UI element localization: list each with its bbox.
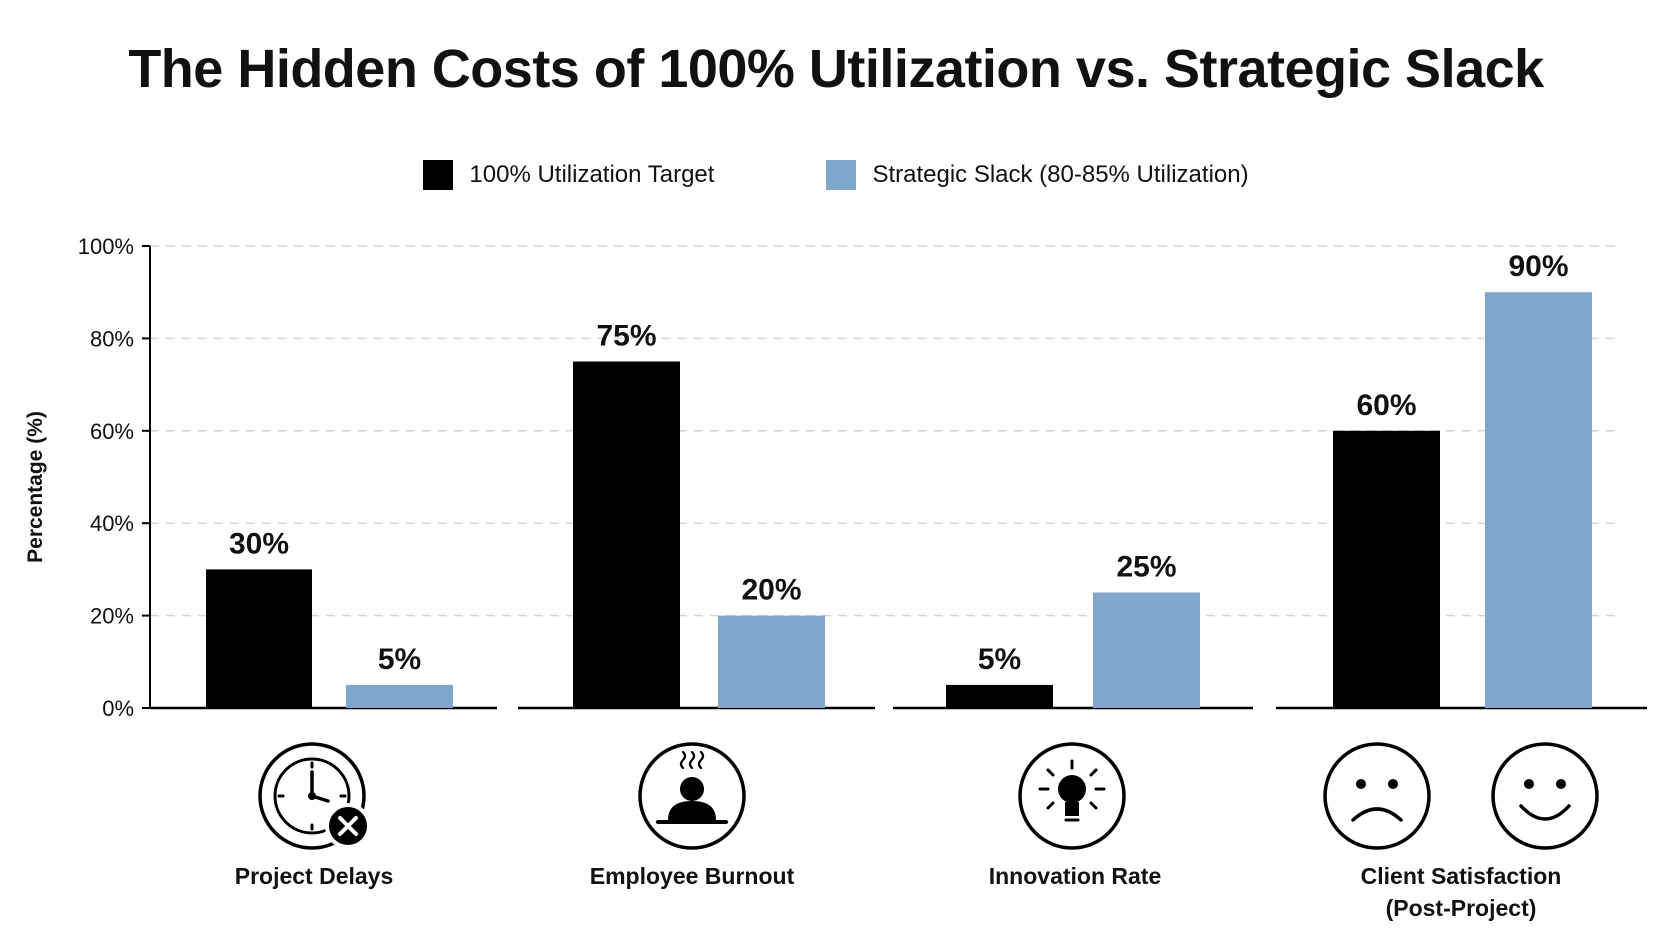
data-label: 90% — [1508, 250, 1568, 283]
category-icons — [258, 742, 1599, 850]
data-label: 60% — [1356, 389, 1416, 422]
bar-utilization — [206, 569, 312, 708]
chart-title: The Hidden Costs of 100% Utilization vs.… — [128, 39, 1544, 99]
category-label-line: (Post-Project) — [1385, 895, 1537, 921]
legend-swatch-utilization — [423, 160, 454, 190]
data-label: 75% — [596, 320, 656, 353]
category-label-line: Innovation Rate — [988, 863, 1162, 889]
smiley-face-icon — [1491, 742, 1599, 850]
y-tick-label: 0% — [102, 696, 134, 721]
legend-item-slack: Strategic Slack (80-85% Utilization) — [826, 160, 1249, 190]
lightbulb-icon — [1018, 742, 1126, 850]
data-label: 30% — [229, 527, 289, 560]
burnout-person-icon — [638, 742, 746, 850]
category-label-line: Employee Burnout — [589, 863, 795, 889]
bar-slack — [718, 615, 825, 708]
data-label: 20% — [741, 574, 801, 607]
bar-slack — [1093, 592, 1200, 708]
data-label: 25% — [1116, 551, 1176, 584]
bar-slack — [346, 684, 453, 708]
data-label: 5% — [978, 643, 1021, 676]
y-axis-label: Percentage (%) — [24, 411, 47, 563]
bar-slack — [1485, 292, 1592, 708]
y-tick-label: 80% — [90, 326, 134, 351]
gridlines — [150, 245, 1622, 617]
sad-face-icon — [1323, 742, 1431, 850]
category-label-line: Project Delays — [234, 863, 394, 889]
category-label-line: Client Satisfaction — [1360, 863, 1562, 889]
category-label: Innovation Rate — [915, 860, 1235, 892]
y-tick-label: 40% — [90, 511, 134, 536]
legend-swatch-slack — [826, 160, 857, 190]
y-tick-label: 100% — [78, 234, 134, 259]
bar-utilization — [946, 684, 1053, 708]
category-label: Employee Burnout — [532, 860, 852, 892]
legend-label-utilization: 100% Utilization Target — [469, 161, 715, 188]
bars — [206, 292, 1592, 708]
y-tick-label: 20% — [90, 604, 134, 629]
legend-item-utilization: 100% Utilization Target — [423, 160, 714, 190]
data-labels: 30% 75% 5% 60% 5% 20% 25% 90% — [229, 250, 1569, 676]
legend: 100% Utilization Target Strategic Slack … — [0, 160, 1672, 190]
bar-utilization — [573, 361, 680, 708]
category-label: Project Delays — [154, 860, 474, 892]
legend-label-slack: Strategic Slack (80-85% Utilization) — [872, 161, 1249, 188]
data-label: 5% — [378, 643, 421, 676]
y-tick-label: 60% — [90, 419, 134, 444]
bar-utilization — [1333, 430, 1440, 708]
category-label: Client Satisfaction (Post-Project) — [1301, 860, 1621, 924]
clock-delay-icon — [258, 742, 371, 850]
